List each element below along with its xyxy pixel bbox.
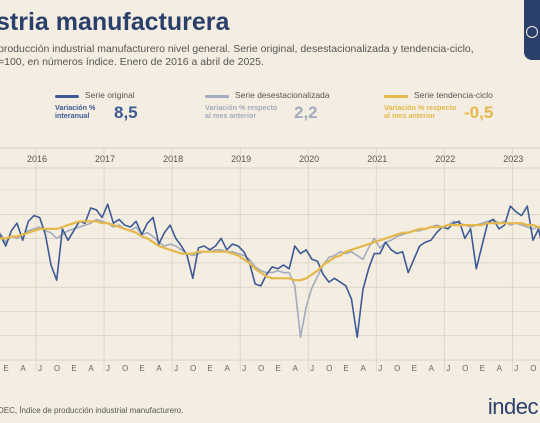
legend-name-trend: Serie tendencia-ciclo	[414, 90, 493, 100]
globe-icon	[526, 26, 538, 38]
legend-swatch-original	[55, 95, 79, 98]
month-tick-label: A	[156, 364, 162, 373]
corner-badge	[524, 0, 540, 60]
month-tick-label: O	[190, 364, 196, 373]
month-tick-label: A	[88, 364, 94, 373]
year-label: 2016	[27, 154, 47, 164]
legend-name-original: Serie original	[85, 90, 135, 100]
page-title: stria manufacturera	[0, 8, 230, 36]
indec-logo: indec	[487, 394, 539, 419]
month-tick-label: A	[224, 364, 230, 373]
month-tick-label: O	[530, 364, 536, 373]
month-tick-label: O	[122, 364, 128, 373]
month-tick-label: E	[344, 364, 349, 373]
month-tick-label: J	[310, 364, 314, 373]
year-label: 2020	[299, 154, 319, 164]
month-tick-label: O	[394, 364, 400, 373]
month-tick-label: A	[429, 364, 435, 373]
legend-desc-trend: Variación % respecto al mes anterior	[384, 103, 457, 120]
month-tick-label: O	[326, 364, 332, 373]
month-tick-label: J	[106, 364, 110, 373]
series-line-tendencia-ciclo	[0, 220, 540, 282]
legend-desc-sa: Variación % respecto al mes anterior	[205, 103, 278, 120]
year-label: 2021	[367, 154, 387, 164]
series-line-original	[0, 203, 540, 339]
month-tick-label: E	[139, 364, 144, 373]
year-label: 2018	[163, 154, 183, 164]
month-tick-label: A	[497, 364, 503, 373]
month-tick-label: J	[174, 364, 178, 373]
month-tick-label: E	[412, 364, 417, 373]
year-label: 2017	[95, 154, 115, 164]
month-tick-label: J	[378, 364, 382, 373]
month-tick-label: E	[207, 364, 212, 373]
month-tick-label: A	[292, 364, 298, 373]
subtitle-line-2: =100, en números índice. Enero de 2016 a…	[0, 56, 264, 68]
legend-value-trend: -0,5	[464, 103, 494, 122]
month-tick-label: J	[38, 364, 42, 373]
legend-name-sa: Serie desestacionalizada	[235, 90, 330, 100]
legend-value-original: 8,5	[114, 103, 138, 122]
subtitle: producción industrial manufacturero nive…	[0, 43, 538, 69]
month-tick-label: J	[514, 364, 518, 373]
month-tick-label: O	[462, 364, 468, 373]
month-tick-label: A	[361, 364, 367, 373]
subtitle-line-1: producción industrial manufacturero nive…	[0, 43, 474, 55]
month-tick-label: O	[258, 364, 264, 373]
month-tick-label: J	[446, 364, 450, 373]
legend-value-sa: 2,2	[294, 103, 318, 122]
month-tick-label: E	[275, 364, 280, 373]
legend-swatch-trend	[384, 95, 408, 98]
year-label: 2023	[503, 154, 523, 164]
legend-desc-original: Variación % interanual	[55, 103, 96, 120]
source-note: DEC, Índice de producción industrial man…	[0, 406, 184, 415]
month-tick-label: J	[242, 364, 246, 373]
year-label: 2022	[435, 154, 455, 164]
legend-swatch-sa	[205, 95, 229, 98]
month-tick-label: A	[20, 364, 26, 373]
month-tick-label: O	[54, 364, 60, 373]
year-label: 2019	[231, 154, 251, 164]
month-tick-label: E	[71, 364, 76, 373]
month-tick-label: E	[480, 364, 485, 373]
month-tick-label: E	[3, 364, 8, 373]
